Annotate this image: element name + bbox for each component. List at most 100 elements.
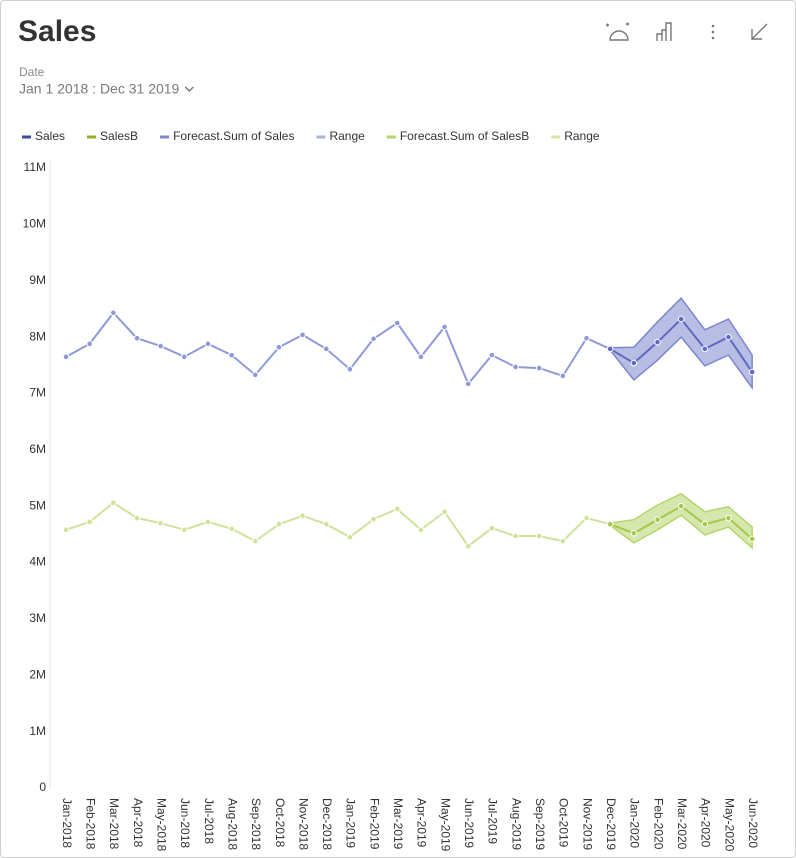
data-point [748, 368, 756, 376]
x-tick-label: Oct-2019 [557, 798, 571, 848]
data-point [181, 526, 188, 534]
legend-label: Forecast.Sum of Sales [173, 129, 294, 143]
x-tick-label: Aug-2018 [225, 798, 239, 850]
data-point [275, 520, 283, 528]
collapse-icon[interactable] [751, 23, 768, 40]
x-tick-label: Jan-2020 [628, 798, 642, 848]
x-tick-label: Jul-2018 [202, 798, 216, 844]
y-tick-label: 5M [29, 498, 46, 512]
data-point [512, 532, 519, 540]
data-point [110, 309, 117, 317]
data-point [346, 533, 354, 541]
data-point [181, 353, 188, 361]
x-tick-label: Feb-2018 [83, 798, 97, 850]
data-point [228, 525, 235, 533]
legend-label: Forecast.Sum of SalesB [400, 129, 529, 143]
x-tick-label: Feb-2019 [367, 798, 381, 850]
panel-title: Sales [18, 15, 96, 48]
data-point [748, 535, 756, 543]
x-tick-label: Jan-2018 [60, 798, 74, 848]
data-point [464, 380, 472, 388]
forecast-icon[interactable] [606, 22, 629, 41]
y-tick-label: 10M [23, 217, 46, 231]
data-point [630, 529, 638, 537]
legend-label: Range [329, 129, 365, 143]
range-band [609, 297, 753, 391]
data-point [725, 333, 732, 341]
data-point [654, 338, 661, 346]
data-point [393, 505, 401, 513]
x-tick-label: Aug-2019 [509, 798, 523, 850]
data-point [464, 542, 472, 550]
data-point [417, 526, 425, 534]
data-point [228, 351, 235, 359]
data-point [488, 524, 496, 532]
x-tick-label: Nov-2018 [296, 798, 310, 850]
x-tick-label: Mar-2018 [107, 798, 121, 850]
legend-label: SalesB [100, 129, 138, 143]
x-tick-label: Oct-2018 [273, 798, 287, 848]
legend-label: Range [564, 129, 600, 143]
data-point [725, 514, 732, 522]
y-tick-label: 11M [24, 160, 46, 174]
data-point [370, 515, 377, 523]
x-tick-label: Jul-2019 [486, 798, 500, 844]
x-tick-label: Apr-2018 [131, 798, 145, 848]
x-tick-label: Jun-2019 [462, 798, 476, 848]
data-point [583, 514, 590, 522]
data-point [110, 499, 117, 507]
y-tick-label: 8M [29, 329, 46, 343]
x-tick-label: May-2020 [722, 798, 736, 852]
x-tick-label: Feb-2020 [651, 798, 665, 850]
series-line [65, 311, 611, 386]
y-tick-label: 0 [39, 780, 46, 794]
data-point [677, 315, 685, 323]
series-line [65, 501, 611, 548]
x-tick-label: Nov-2019 [580, 798, 594, 850]
data-point [583, 334, 590, 342]
data-point [488, 351, 496, 359]
data-point [133, 334, 141, 342]
x-tick-label: Mar-2019 [391, 798, 405, 850]
x-tick-label: Apr-2020 [699, 798, 713, 848]
data-point [322, 520, 330, 528]
filter-value[interactable]: Jan 1 2018 : Dec 31 2019 [19, 81, 180, 97]
data-point [62, 526, 70, 534]
x-tick-label: Dec-2018 [320, 798, 334, 850]
more-icon[interactable] [711, 24, 715, 40]
x-tick-label: May-2018 [154, 798, 168, 852]
x-tick-label: Jan-2019 [344, 798, 358, 848]
data-point [204, 518, 212, 526]
x-tick-label: Mar-2020 [675, 798, 689, 850]
data-point [251, 537, 259, 545]
data-point [559, 372, 567, 380]
data-point [535, 532, 543, 540]
filter-label: Date [19, 65, 45, 79]
dropdown-chevron[interactable] [184, 86, 194, 92]
chart-type-icon[interactable] [656, 22, 672, 41]
data-point [654, 516, 661, 524]
y-tick-label: 2M [29, 667, 46, 681]
data-point [204, 340, 212, 348]
data-point [559, 537, 567, 545]
data-point [630, 359, 638, 367]
data-point [393, 319, 401, 327]
data-point [275, 343, 283, 351]
range-band [609, 492, 753, 550]
data-point [701, 345, 709, 353]
y-tick-label: 3M [29, 611, 46, 625]
data-point [512, 363, 519, 371]
data-point [86, 340, 93, 348]
y-tick-label: 7M [29, 386, 46, 400]
data-point [346, 365, 354, 373]
x-tick-label: Jun-2020 [746, 798, 760, 848]
data-point [701, 520, 709, 528]
y-tick-label: 6M [29, 442, 46, 456]
data-point [441, 323, 448, 331]
data-point [157, 519, 164, 527]
data-point [441, 508, 448, 516]
data-point [157, 342, 164, 350]
x-tick-label: Sep-2018 [249, 798, 263, 850]
y-tick-label: 4M [29, 555, 46, 569]
